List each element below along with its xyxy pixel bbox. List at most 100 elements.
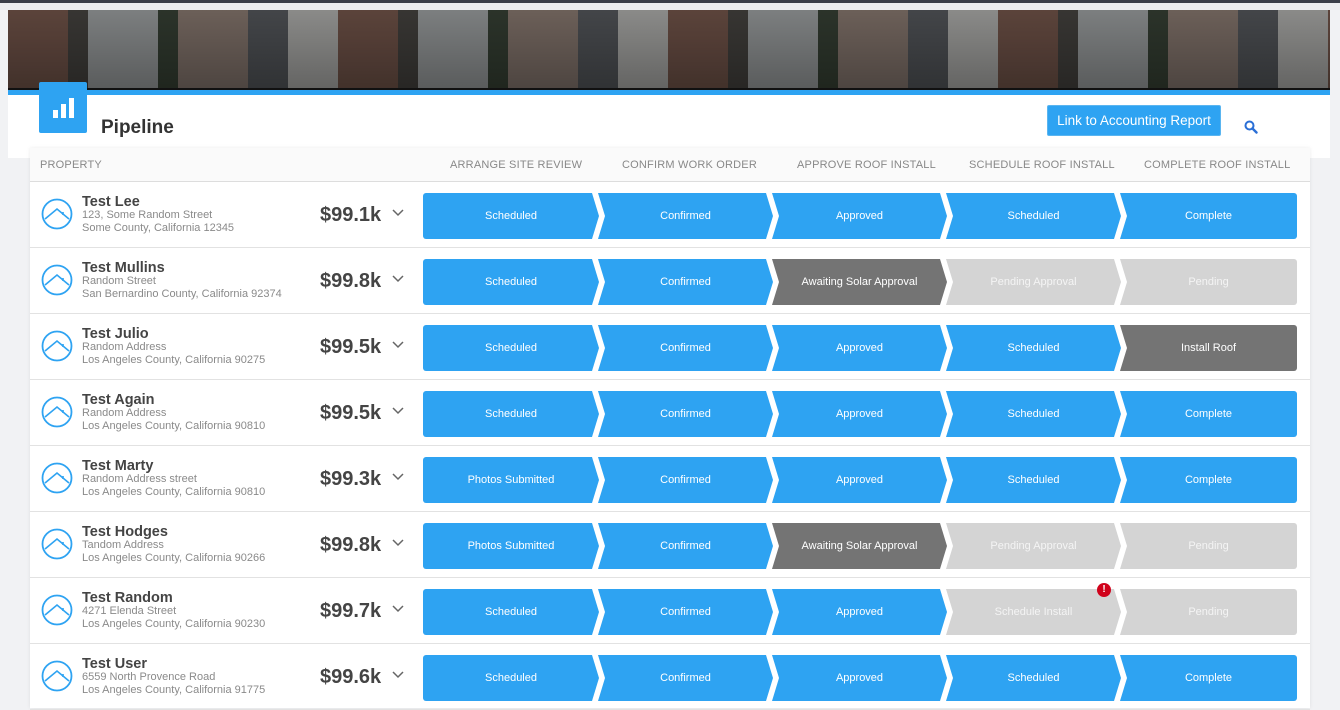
property-location: Some County, California 12345	[82, 222, 235, 234]
property-price: $99.8k	[320, 270, 382, 292]
property-price: $99.1k	[320, 204, 382, 226]
stage-status[interactable]: Scheduled	[946, 457, 1121, 503]
stage-status[interactable]: Photos Submitted	[423, 457, 599, 503]
stage-status[interactable]: Photos Submitted	[423, 523, 599, 569]
property-name[interactable]: Test User	[82, 656, 148, 672]
column-header[interactable]: CONFIRM WORK ORDER	[622, 159, 757, 171]
stage-status[interactable]: Pending	[1120, 523, 1297, 569]
search-icon[interactable]	[1244, 120, 1258, 139]
error-badge-icon[interactable]: !	[1097, 583, 1111, 597]
stage-status[interactable]: Complete	[1120, 655, 1297, 701]
stage-status[interactable]: Confirmed	[598, 589, 773, 635]
property-name[interactable]: Test Hodges	[82, 524, 168, 540]
table-row[interactable]: Test Random 4271 Elenda Street Los Angel…	[30, 578, 1310, 644]
property-name[interactable]: Test Random	[82, 590, 173, 606]
property-address: 4271 Elenda Street	[82, 605, 177, 617]
property-name[interactable]: Test Marty	[82, 458, 154, 474]
chevron-down-icon[interactable]	[392, 341, 404, 349]
column-header[interactable]: APPROVE ROOF INSTALL	[797, 159, 936, 171]
house-icon	[41, 462, 73, 494]
table-row[interactable]: Test Mullins Random Street San Bernardin…	[30, 248, 1310, 314]
property-price: $99.8k	[320, 534, 382, 556]
chevron-down-icon[interactable]	[392, 209, 404, 217]
stage-status[interactable]: Scheduled	[423, 589, 599, 635]
property-price: $99.7k	[320, 600, 382, 622]
stage-status[interactable]: Approved	[772, 193, 947, 239]
banner-image	[8, 10, 1330, 88]
stage-status[interactable]: Scheduled	[423, 391, 599, 437]
stage-status[interactable]: Pending Approval	[946, 523, 1121, 569]
table-row[interactable]: Test Marty Random Address street Los Ang…	[30, 446, 1310, 512]
stage-status[interactable]: Scheduled	[946, 325, 1121, 371]
bar-chart-icon	[39, 82, 87, 133]
table-row[interactable]: Test Hodges Tandom Address Los Angeles C…	[30, 512, 1310, 578]
stage-status[interactable]: Scheduled	[423, 259, 599, 305]
top-bar	[0, 0, 1340, 10]
stage-status[interactable]: Pending Approval	[946, 259, 1121, 305]
property-name[interactable]: Test Mullins	[82, 260, 165, 276]
property-location: Los Angeles County, California 91775	[82, 684, 266, 696]
stage-status[interactable]: Confirmed	[598, 259, 773, 305]
pipeline-table: PROPERTY ARRANGE SITE REVIEW CONFIRM WORK …	[30, 148, 1310, 710]
house-icon	[41, 330, 73, 362]
stage-status[interactable]: Awaiting Solar Approval	[772, 523, 947, 569]
stage-status[interactable]: Scheduled	[423, 325, 599, 371]
stage-status[interactable]: Awaiting Solar Approval	[772, 259, 947, 305]
stage-status[interactable]: Complete	[1120, 391, 1297, 437]
table-row[interactable]: Test Lee 123, Some Random Street Some Co…	[30, 182, 1310, 248]
property-name[interactable]: Test Julio	[82, 326, 149, 342]
property-price: $99.5k	[320, 336, 382, 358]
chevron-down-icon[interactable]	[392, 671, 404, 679]
house-icon	[41, 264, 73, 296]
stage-status[interactable]: Scheduled	[946, 193, 1121, 239]
property-address: Random Address	[82, 341, 167, 353]
stage-status[interactable]: Confirmed	[598, 457, 773, 503]
link-to-accounting-report-button[interactable]: Link to Accounting Report	[1047, 105, 1221, 136]
stage-status[interactable]: Scheduled	[946, 391, 1121, 437]
stage-status[interactable]: Confirmed	[598, 523, 773, 569]
table-row[interactable]: Test Again Random Address Los Angeles Co…	[30, 380, 1310, 446]
house-icon	[41, 396, 73, 428]
chevron-down-icon[interactable]	[392, 539, 404, 547]
chevron-down-icon[interactable]	[392, 407, 404, 415]
column-header[interactable]: COMPLETE ROOF INSTALL	[1144, 159, 1291, 171]
stage-status[interactable]: Approved	[772, 589, 947, 635]
property-location: Los Angeles County, California 90266	[82, 552, 266, 564]
stage-status[interactable]: Confirmed	[598, 655, 773, 701]
stage-status[interactable]: Complete	[1120, 457, 1297, 503]
stage-status[interactable]: Confirmed	[598, 193, 773, 239]
page-title: Pipeline	[101, 117, 174, 138]
stage-status[interactable]: Approved	[772, 325, 947, 371]
column-header[interactable]: PROPERTY	[40, 159, 102, 171]
chevron-down-icon[interactable]	[392, 605, 404, 613]
property-address: Random Address street	[82, 473, 197, 485]
stage-status[interactable]: Scheduled	[423, 655, 599, 701]
stage-status[interactable]: Approved	[772, 391, 947, 437]
property-price: $99.5k	[320, 402, 382, 424]
property-name[interactable]: Test Again	[82, 392, 155, 408]
stage-status[interactable]: Install Roof	[1120, 325, 1297, 371]
stage-status[interactable]: Approved	[772, 655, 947, 701]
property-address: Random Address	[82, 407, 167, 419]
property-location: Los Angeles County, California 90810	[82, 420, 266, 432]
property-location: Los Angeles County, California 90230	[82, 618, 266, 630]
table-row[interactable]: Test User 6559 North Provence Road Los A…	[30, 644, 1310, 710]
stage-status[interactable]: Scheduled	[423, 193, 599, 239]
stage-status[interactable]: Complete	[1120, 193, 1297, 239]
chevron-down-icon[interactable]	[392, 473, 404, 481]
stage-status[interactable]: Schedule Install	[946, 589, 1121, 635]
column-header[interactable]: ARRANGE SITE REVIEW	[450, 159, 583, 171]
chevron-down-icon[interactable]	[392, 275, 404, 283]
house-icon	[41, 660, 73, 692]
stage-status[interactable]: Pending	[1120, 589, 1297, 635]
table-row[interactable]: Test Julio Random Address Los Angeles Co…	[30, 314, 1310, 380]
property-location: Los Angeles County, California 90810	[82, 486, 266, 498]
stage-status[interactable]: Confirmed	[598, 325, 773, 371]
column-header[interactable]: SCHEDULE ROOF INSTALL	[969, 159, 1115, 171]
property-name[interactable]: Test Lee	[82, 194, 140, 210]
stage-status[interactable]: Pending	[1120, 259, 1297, 305]
stage-status[interactable]: Confirmed	[598, 391, 773, 437]
stage-status[interactable]: Scheduled	[946, 655, 1121, 701]
stage-status[interactable]: Approved	[772, 457, 947, 503]
property-address: Tandom Address	[82, 539, 164, 551]
